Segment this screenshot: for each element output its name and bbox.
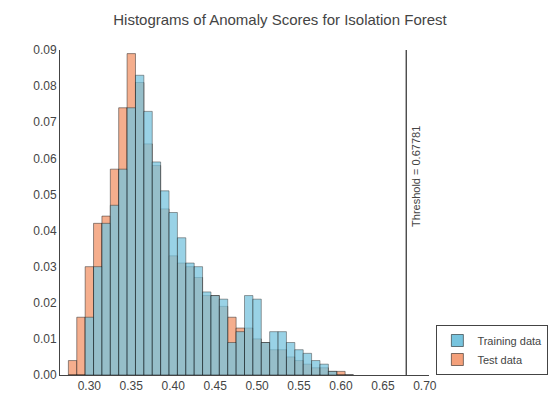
svg-text:0.00: 0.00: [33, 368, 57, 382]
svg-text:0.40: 0.40: [162, 379, 186, 393]
svg-text:0.30: 0.30: [78, 379, 102, 393]
svg-text:0.02: 0.02: [33, 296, 57, 310]
svg-text:0.45: 0.45: [203, 379, 227, 393]
svg-text:0.65: 0.65: [371, 379, 395, 393]
svg-text:Training data: Training data: [477, 335, 542, 347]
svg-text:0.70: 0.70: [413, 379, 437, 393]
svg-text:0.60: 0.60: [329, 379, 353, 393]
svg-text:0.08: 0.08: [33, 79, 57, 93]
svg-text:0.06: 0.06: [33, 152, 57, 166]
svg-text:0.03: 0.03: [33, 260, 57, 274]
svg-text:Test data: Test data: [477, 354, 523, 366]
svg-text:Threshold = 0.67781: Threshold = 0.67781: [410, 126, 422, 227]
svg-text:0.07: 0.07: [33, 115, 57, 129]
svg-text:Histograms of Anomaly Scores f: Histograms of Anomaly Scores for Isolati…: [113, 11, 447, 28]
svg-text:0.09: 0.09: [33, 43, 57, 57]
svg-text:0.04: 0.04: [33, 224, 57, 238]
svg-text:0.01: 0.01: [33, 332, 57, 346]
svg-text:0.50: 0.50: [245, 379, 269, 393]
svg-text:0.05: 0.05: [33, 188, 57, 202]
svg-text:0.35: 0.35: [120, 379, 144, 393]
svg-text:0.55: 0.55: [287, 379, 311, 393]
